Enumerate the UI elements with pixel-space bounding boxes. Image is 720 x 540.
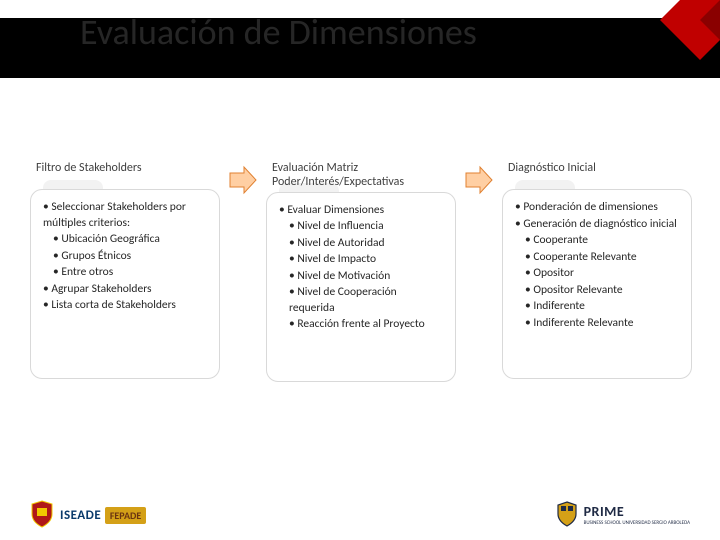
list-item: • Indiferente bbox=[515, 299, 679, 315]
panel-body: • Seleccionar Stakeholders por múltiples… bbox=[30, 189, 220, 379]
list-item: • Opositor bbox=[515, 266, 679, 282]
list-item: • Nivel de Impacto bbox=[279, 252, 443, 268]
process-flow: Filtro de Stakeholders • Seleccionar Sta… bbox=[30, 155, 690, 382]
footer-logos: ISEADE FEPADE PRIME BUSINESS SCHOOL UNIV… bbox=[30, 500, 690, 528]
list-item: • Lista corta de Stakeholders bbox=[43, 298, 207, 314]
list-item: • Entre otros bbox=[43, 265, 207, 281]
list-item: • Agrupar Stakeholders bbox=[43, 282, 207, 298]
list-item: • Generación de diagnóstico inicial bbox=[515, 217, 679, 233]
list-item: • Indiferente Relevante bbox=[515, 316, 679, 332]
list-item: • Grupos Étnicos bbox=[43, 249, 207, 265]
list-item: • Nivel de Cooperación requerida bbox=[279, 285, 443, 316]
panel-body: • Ponderación de dimensiones • Generació… bbox=[502, 189, 692, 379]
list-item: • Evaluar Dimensiones bbox=[279, 203, 443, 219]
list-item: • Ubicación Geográfica bbox=[43, 232, 207, 248]
flow-arrow-icon bbox=[226, 163, 260, 197]
flow-arrow-icon bbox=[462, 163, 496, 197]
panel-body: • Evaluar Dimensiones • Nivel de Influen… bbox=[266, 192, 456, 382]
list-item: • Opositor Relevante bbox=[515, 283, 679, 299]
logo-iseade-fepade: ISEADE FEPADE bbox=[30, 500, 146, 528]
list-item: • Nivel de Influencia bbox=[279, 219, 443, 235]
corner-accent bbox=[660, 0, 720, 60]
panel-evaluacion: Evaluación Matriz Poder/Interés/Expectat… bbox=[266, 155, 456, 382]
list-item: • Nivel de Motivación bbox=[279, 269, 443, 285]
logo-text: ISEADE bbox=[60, 508, 101, 523]
page-title: Evaluación de Dimensiones bbox=[80, 10, 477, 54]
list-item: • Seleccionar Stakeholders por múltiples… bbox=[43, 200, 207, 231]
logo-text: FEPADE bbox=[105, 507, 146, 524]
logo-prime: PRIME BUSINESS SCHOOL UNIVERSIDAD SERGIO… bbox=[556, 501, 690, 527]
list-item: • Ponderación de dimensiones bbox=[515, 200, 679, 216]
panel-diagnostico: Diagnóstico Inicial • Ponderación de dim… bbox=[502, 155, 692, 379]
shield-icon bbox=[556, 501, 578, 527]
list-item: • Reacción frente al Proyecto bbox=[279, 317, 443, 333]
list-item: • Nivel de Autoridad bbox=[279, 236, 443, 252]
logo-subtext: BUSINESS SCHOOL UNIVERSIDAD SERGIO ARBOL… bbox=[584, 520, 690, 526]
logo-text: PRIME bbox=[584, 503, 690, 520]
list-item: • Cooperante bbox=[515, 233, 679, 249]
list-item: • Cooperante Relevante bbox=[515, 250, 679, 266]
shield-icon bbox=[30, 500, 54, 528]
panel-filtro: Filtro de Stakeholders • Seleccionar Sta… bbox=[30, 155, 220, 379]
